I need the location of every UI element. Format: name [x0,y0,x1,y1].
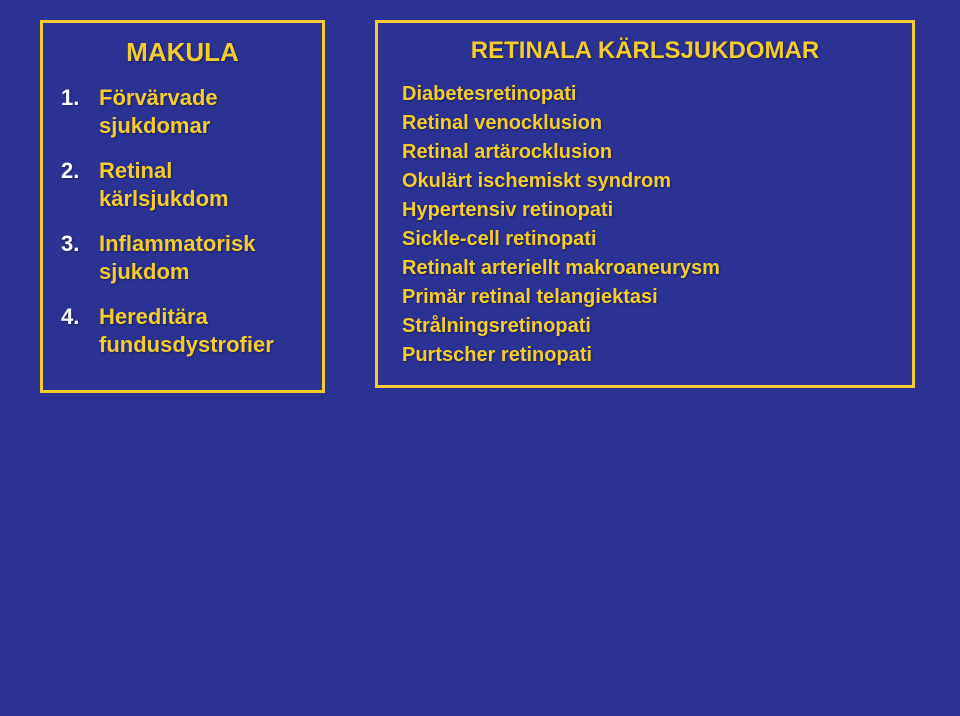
disease-item: Retinal venocklusion [402,110,894,137]
disease-list: Diabetesretinopati Retinal venocklusion … [396,81,894,369]
item-number: 2. [61,157,99,185]
retinala-title: RETINALA KÄRLSJUKDOMAR [396,37,894,65]
disease-item: Okulärt ischemiskt syndrom [402,168,894,195]
item-number: 3. [61,230,99,258]
item-text: Hereditära fundusdystrofier [99,303,304,358]
item-number: 4. [61,303,99,331]
list-item: 1. Förvärvade sjukdomar [61,84,304,139]
makula-list: 1. Förvärvade sjukdomar 2. Retinal kärls… [61,84,304,358]
makula-title: MAKULA [61,37,304,68]
item-text: Inflammatorisk sjukdom [99,230,304,285]
item-number: 1. [61,84,99,112]
disease-item: Retinalt arteriellt makroaneurysm [402,255,894,282]
retinala-box: RETINALA KÄRLSJUKDOMAR Diabetesretinopat… [375,20,915,388]
disease-item: Sickle-cell retinopati [402,226,894,253]
disease-item: Diabetesretinopati [402,81,894,108]
disease-item: Hypertensiv retinopati [402,197,894,224]
item-text: Retinal kärlsjukdom [99,157,304,212]
list-item: 2. Retinal kärlsjukdom [61,157,304,212]
makula-box: MAKULA 1. Förvärvade sjukdomar 2. Retina… [40,20,325,393]
disease-item: Retinal artärocklusion [402,139,894,166]
list-item: 3. Inflammatorisk sjukdom [61,230,304,285]
disease-item: Purtscher retinopati [402,342,894,369]
disease-item: Strålningsretinopati [402,313,894,340]
disease-item: Primär retinal telangiektasi [402,284,894,311]
item-text: Förvärvade sjukdomar [99,84,304,139]
list-item: 4. Hereditära fundusdystrofier [61,303,304,358]
